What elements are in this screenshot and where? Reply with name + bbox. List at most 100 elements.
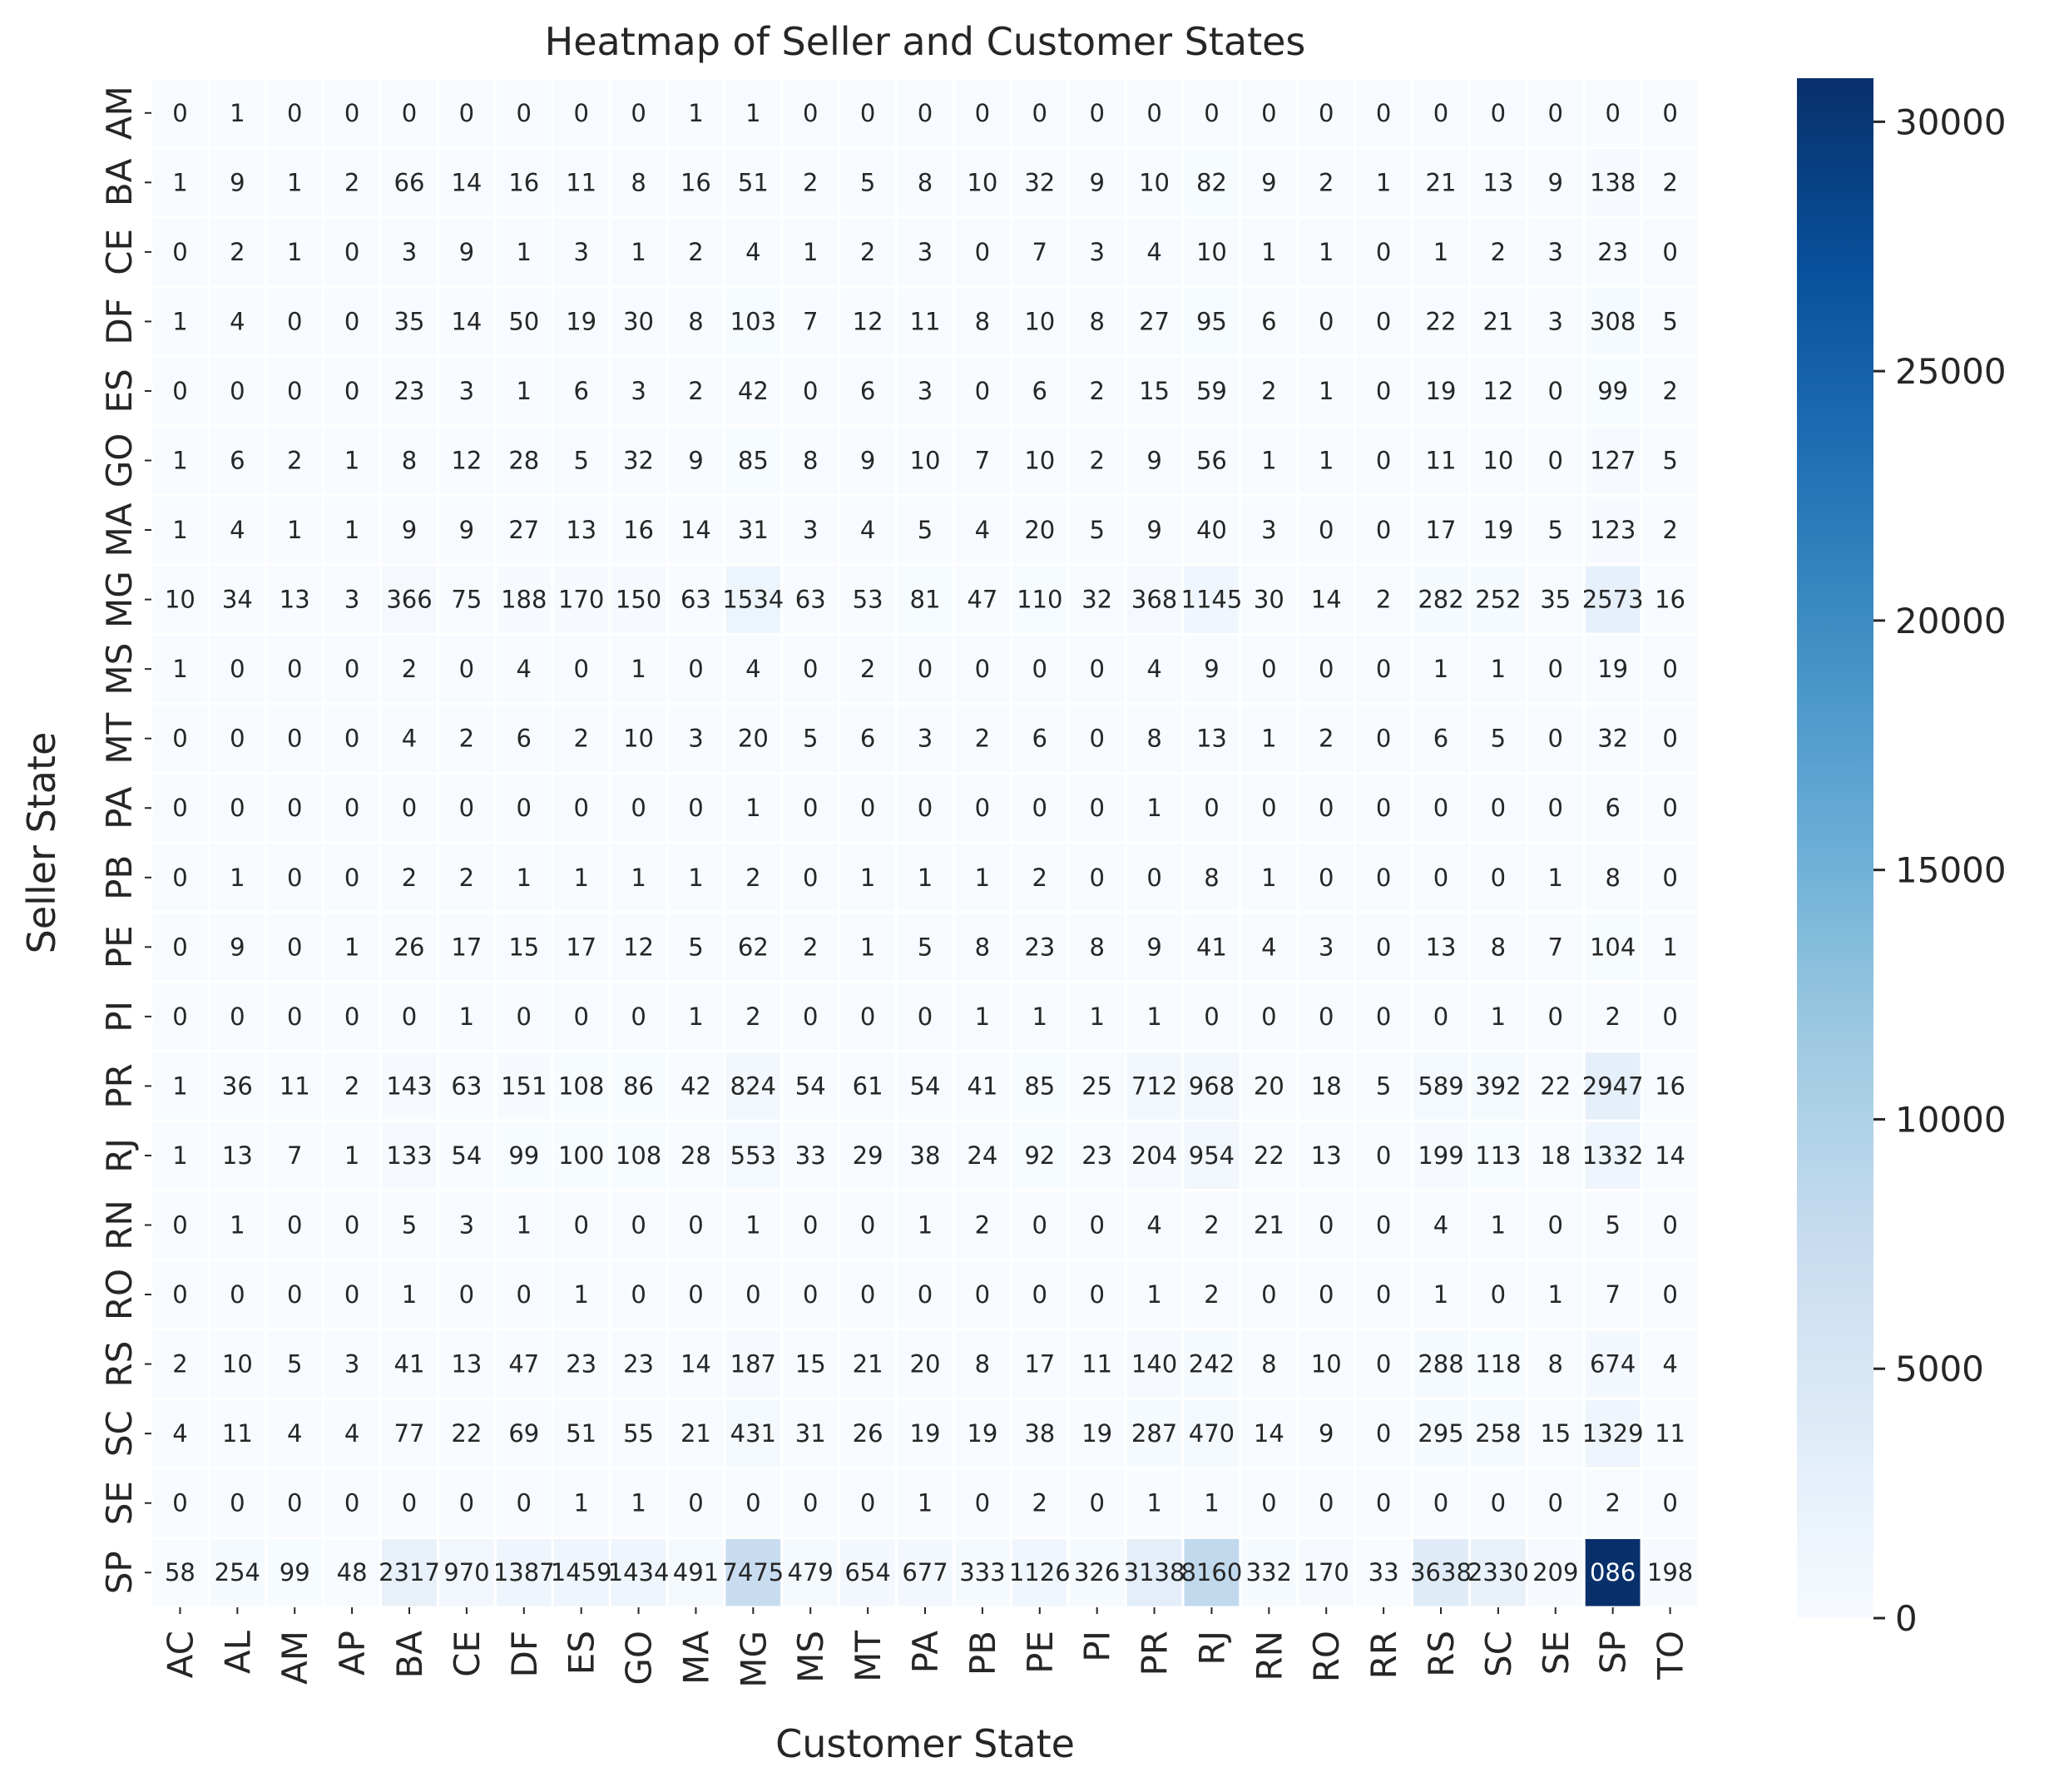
heatmap-cell [1067,841,1127,914]
cell-value-label: 3 [1319,933,1334,961]
cell-value-label: 8 [1491,933,1506,961]
cell-value-label: 0 [631,1002,646,1031]
cell-value-label: 2 [1662,168,1677,196]
cell-value-label: 127 [1590,447,1636,475]
cell-value-label: 0 [344,655,359,683]
cell-value-label: 0 [1376,794,1391,822]
cell-value-label: 3 [1261,516,1276,544]
cell-value-label: 0 [172,794,187,822]
cell-value-label: 0 [1376,1002,1391,1031]
heatmap-cell [1067,1328,1127,1400]
cell-value-label: 13 [1426,933,1457,961]
cell-value-label: 82 [1196,168,1227,196]
heatmap-cell [1467,1189,1528,1261]
heatmap-cell [1525,563,1586,636]
cell-value-label: 7 [975,447,990,475]
cell-value-label: 9 [1089,168,1104,196]
heatmap-cell [838,1189,898,1261]
heatmap-cell [551,1189,611,1261]
cell-value-label: 1 [1319,447,1334,475]
heatmap-cell [1354,285,1414,358]
heatmap-cell [1239,1536,1299,1609]
heatmap-cell [1582,354,1643,428]
cell-value-label: 1 [1146,1280,1161,1309]
heatmap-cell [1640,980,1700,1053]
cell-value-label: 333 [959,1558,1005,1587]
heatmap-cell [1067,1536,1127,1609]
cell-value-label: 47 [967,586,997,614]
cell-value-label: 3 [1548,307,1563,335]
cell-value-label: 368 [1131,586,1177,614]
cell-value-label: 1 [688,864,703,892]
cell-value-label: 0 [172,377,187,405]
x-tick-label: TO [1651,1631,1691,1681]
cell-value-label: 0 [975,99,990,127]
cell-value-label: 1 [459,1002,474,1031]
cell-value-label: 4 [745,238,760,266]
colorbar-tick-label: 15000 [1895,850,2007,891]
cell-value-label: 470 [1189,1419,1235,1448]
cell-value-label: 3 [631,377,646,405]
cell-value-label: 7 [1605,1280,1620,1309]
cell-value-label: 254 [215,1558,260,1587]
heatmap-cell [436,841,497,914]
heatmap-cell [952,1328,1012,1400]
cell-value-label: 0 [975,1489,990,1517]
cell-value-label: 0 [573,794,588,822]
cell-value-label: 287 [1131,1419,1177,1448]
cell-value-label: 113 [1475,1141,1521,1170]
cell-value-label: 14 [1311,586,1342,614]
cell-value-label: 1 [688,99,703,127]
cell-value-label: 0 [860,1489,875,1517]
heatmap-cell [322,1119,383,1192]
cell-value-label: 0 [287,655,302,683]
heatmap-cell [322,354,383,428]
cell-value-label: 13 [1482,168,1513,196]
heatmap-cell [1640,1467,1700,1539]
heatmap-cell [1640,354,1700,428]
x-tick-label: SC [1478,1631,1519,1677]
heatmap-cell [322,1189,383,1261]
cell-value-label: 1459 [551,1558,612,1587]
cell-value-label: 0 [1376,1280,1391,1309]
heatmap-cell [1354,563,1414,636]
cell-value-label: 54 [795,1072,826,1100]
cell-value-label: 0 [1662,99,1677,127]
cell-value-label: 242 [1189,1350,1235,1379]
cell-value-label: 48 [337,1558,368,1587]
heatmap-cell [207,1119,268,1192]
cell-value-label: 0 [1032,99,1047,127]
heatmap-cell [1525,841,1586,914]
heatmap-cell [493,1189,554,1261]
heatmap-cell [1009,1397,1070,1470]
heatmap-cell [322,493,383,567]
cell-value-label: 41 [394,1350,425,1379]
cell-value-label: 34 [222,586,253,614]
cell-value-label: 5 [860,168,875,196]
cell-value-label: 1534 [722,586,784,614]
x-tick-label: MT [848,1631,888,1682]
heatmap-cell [1411,77,1471,150]
heatmap-cell [723,632,784,705]
cell-value-label: 187 [730,1350,776,1379]
cell-value-label: 29 [853,1141,883,1170]
cell-value-label: 13 [1196,725,1227,753]
cell-value-label: 40 [1196,516,1227,544]
cell-value-label: 654 [844,1558,890,1587]
cell-value-label: 13 [222,1141,253,1170]
heatmap-cell [493,702,554,775]
y-tick-label: MS [99,643,140,696]
heatmap-cell [666,1397,726,1470]
x-tick-labels: AC AL AM AP BA CE DF ES GO MA MG MS MT PA PB PE PI PR RJ RN… [160,1607,1691,1688]
y-tick-label: RN [99,1200,140,1250]
x-tick-label: RJ [1191,1631,1232,1666]
cell-value-label: 4 [172,1419,187,1448]
heatmap-cell [1124,1328,1185,1400]
heatmap-cell [1296,285,1357,358]
heatmap-cell [723,1328,784,1400]
cell-value-label: 3 [1548,238,1563,266]
cell-value-label: 110 [1017,586,1062,614]
cell-value-label: 0 [402,99,417,127]
cell-value-label: 108 [616,1141,661,1170]
